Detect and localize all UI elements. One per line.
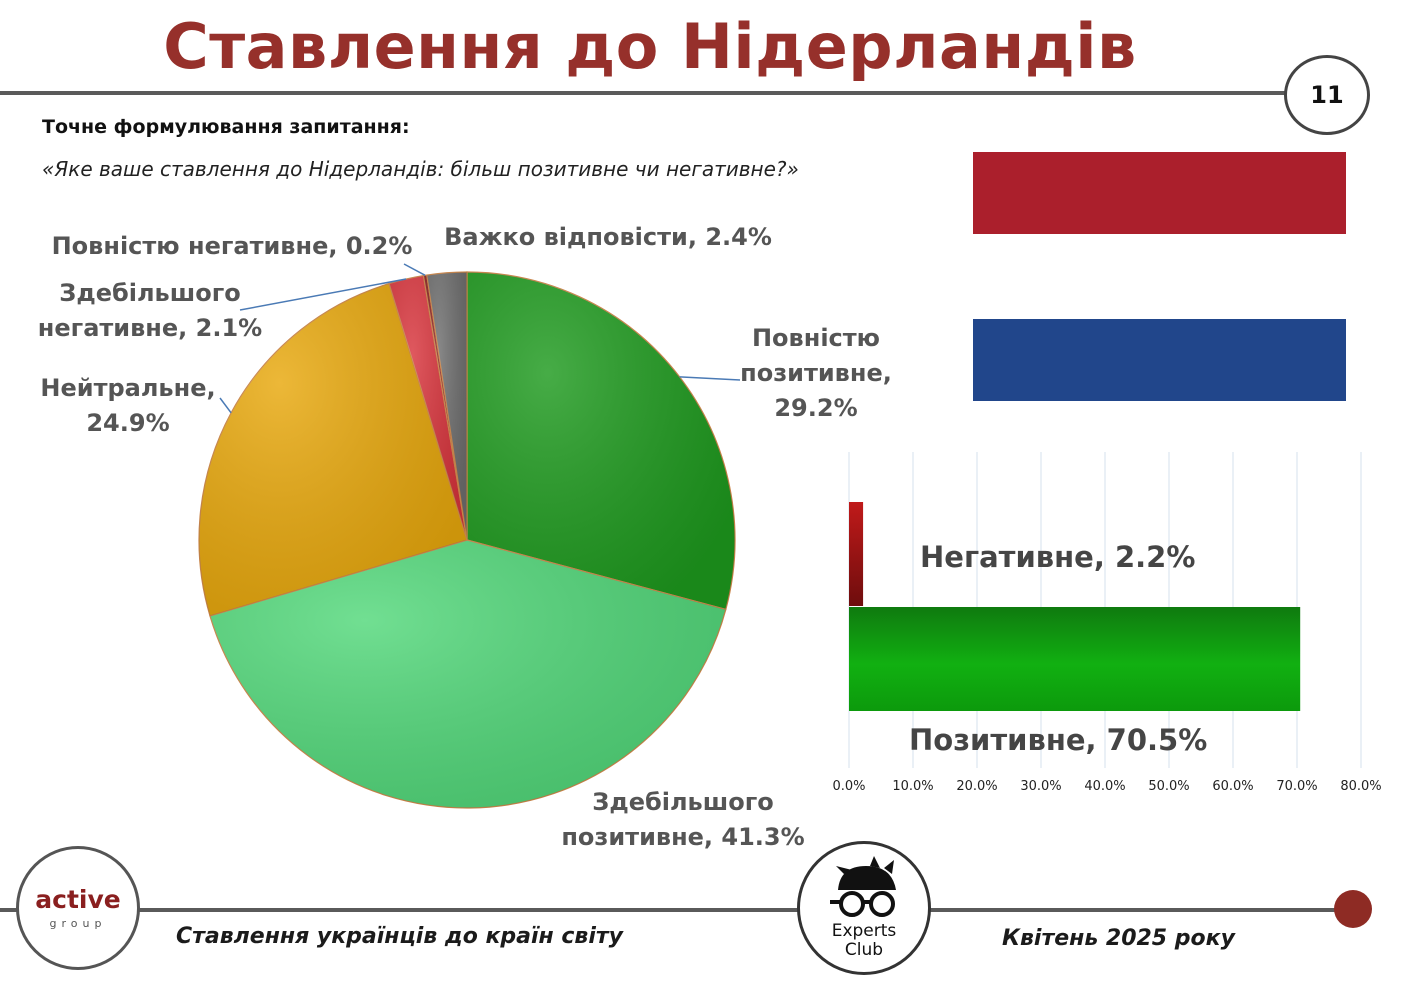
pie-label-line: 29.2%: [774, 394, 857, 422]
bars: [849, 502, 1301, 711]
x-tick-label: 50.0%: [1148, 779, 1189, 794]
footer-date: Квітень 2025 року: [1002, 926, 1235, 951]
bar-labels: Негативне, 2.2% Позитивне, 70.5%: [909, 540, 1207, 757]
pie-label-line: Здебільшого: [592, 788, 773, 816]
bar-1: [849, 607, 1301, 711]
flag-blue-stripe: [973, 319, 1346, 401]
pie-slice-shade-3: [389, 275, 467, 540]
pie-label-2: Нейтральне, 24.9%: [40, 374, 215, 437]
pie-label-line: позитивне,: [740, 359, 892, 387]
pie-chart: Повністю позитивне, 29.2% Здебільшого позити…: [38, 223, 892, 851]
pie-slice-shade-0: [467, 272, 735, 610]
pie-slice-shade-5: [426, 272, 467, 540]
x-tick-label: 20.0%: [956, 779, 997, 794]
x-tick-label: 60.0%: [1212, 779, 1253, 794]
pie-label-5: Важко відповісти, 2.4%: [444, 223, 772, 251]
header-divider: [0, 91, 1287, 95]
pie-leader-0: [679, 376, 741, 381]
x-tick-label: 70.0%: [1276, 779, 1317, 794]
page-number-badge: 11: [1284, 55, 1370, 135]
x-tick-label: 0.0%: [832, 779, 865, 794]
club-word: Club: [844, 940, 884, 960]
decorative-dot: [1334, 890, 1372, 928]
pie-leader-2: [219, 397, 232, 414]
x-tick-label: 30.0%: [1020, 779, 1061, 794]
pie-slice-shade-2: [198, 283, 467, 616]
pie-leader-4: [403, 263, 426, 276]
flag-red-stripe: [973, 152, 1346, 234]
pie-label-line: позитивне, 41.3%: [561, 823, 804, 851]
x-tick-label: 40.0%: [1084, 779, 1125, 794]
pie-leader-lines: [219, 263, 741, 414]
experts-word: Experts: [831, 921, 897, 941]
glasses-face-icon: [830, 856, 896, 917]
pie-leader-3: [239, 278, 407, 311]
pie-slice-shade-4: [423, 275, 467, 540]
logo-active-word: active: [35, 885, 121, 914]
pie-label-line: негативне, 2.1%: [38, 314, 262, 342]
pie-label-line: Повністю: [752, 324, 880, 352]
pie-slice-shade-1: [209, 540, 726, 809]
pie-label-line: Нейтральне,: [40, 374, 215, 402]
x-tick-label: 80.0%: [1340, 779, 1381, 794]
pie-labels: Повністю позитивне, 29.2% Здебільшого позити…: [38, 223, 892, 851]
pie-label-line: Здебільшого: [59, 279, 240, 307]
footer-title: Ставлення українців до країн світу: [176, 924, 623, 949]
pie-label-line: Важко відповісти, 2.4%: [444, 223, 772, 251]
pie-label-4: Повністю негативне, 0.2%: [52, 232, 413, 260]
bar-0: [849, 502, 864, 606]
x-axis-ticks: 0.0% 10.0% 20.0% 30.0% 40.0% 50.0% 60.0% 70.0% 8…: [832, 779, 1381, 794]
logo-group-word: group: [49, 917, 107, 930]
experts-club-text: Experts Club: [800, 922, 928, 960]
bar-chart: Негативне, 2.2% Позитивне, 70.5% 0.0% 10.0…: [832, 452, 1382, 794]
active-group-logo: active group: [16, 846, 140, 970]
question-text: «Яке ваше ставлення до Нідерландів: біль…: [42, 157, 799, 181]
pie-label-3: Здебільшого негативне, 2.1%: [38, 279, 262, 342]
pie-label-0: Повністю позитивне, 29.2%: [740, 324, 892, 422]
page-title: Ставлення до Нідерландів: [163, 10, 1137, 83]
pie-label-line: Повністю негативне, 0.2%: [52, 232, 413, 260]
page-number: 11: [1310, 81, 1344, 109]
bar-label-1: Позитивне, 70.5%: [909, 723, 1207, 757]
bar-label-0: Негативне, 2.2%: [920, 540, 1195, 574]
question-label: Точне формулювання запитання:: [42, 116, 410, 138]
experts-club-logo: Experts Club: [797, 841, 931, 975]
pie-label-1: Здебільшого позитивне, 41.3%: [561, 788, 804, 851]
footer-divider: [0, 908, 1340, 912]
pie-label-line: 24.9%: [86, 409, 169, 437]
x-tick-label: 10.0%: [892, 779, 933, 794]
pie-slices: [198, 271, 736, 809]
